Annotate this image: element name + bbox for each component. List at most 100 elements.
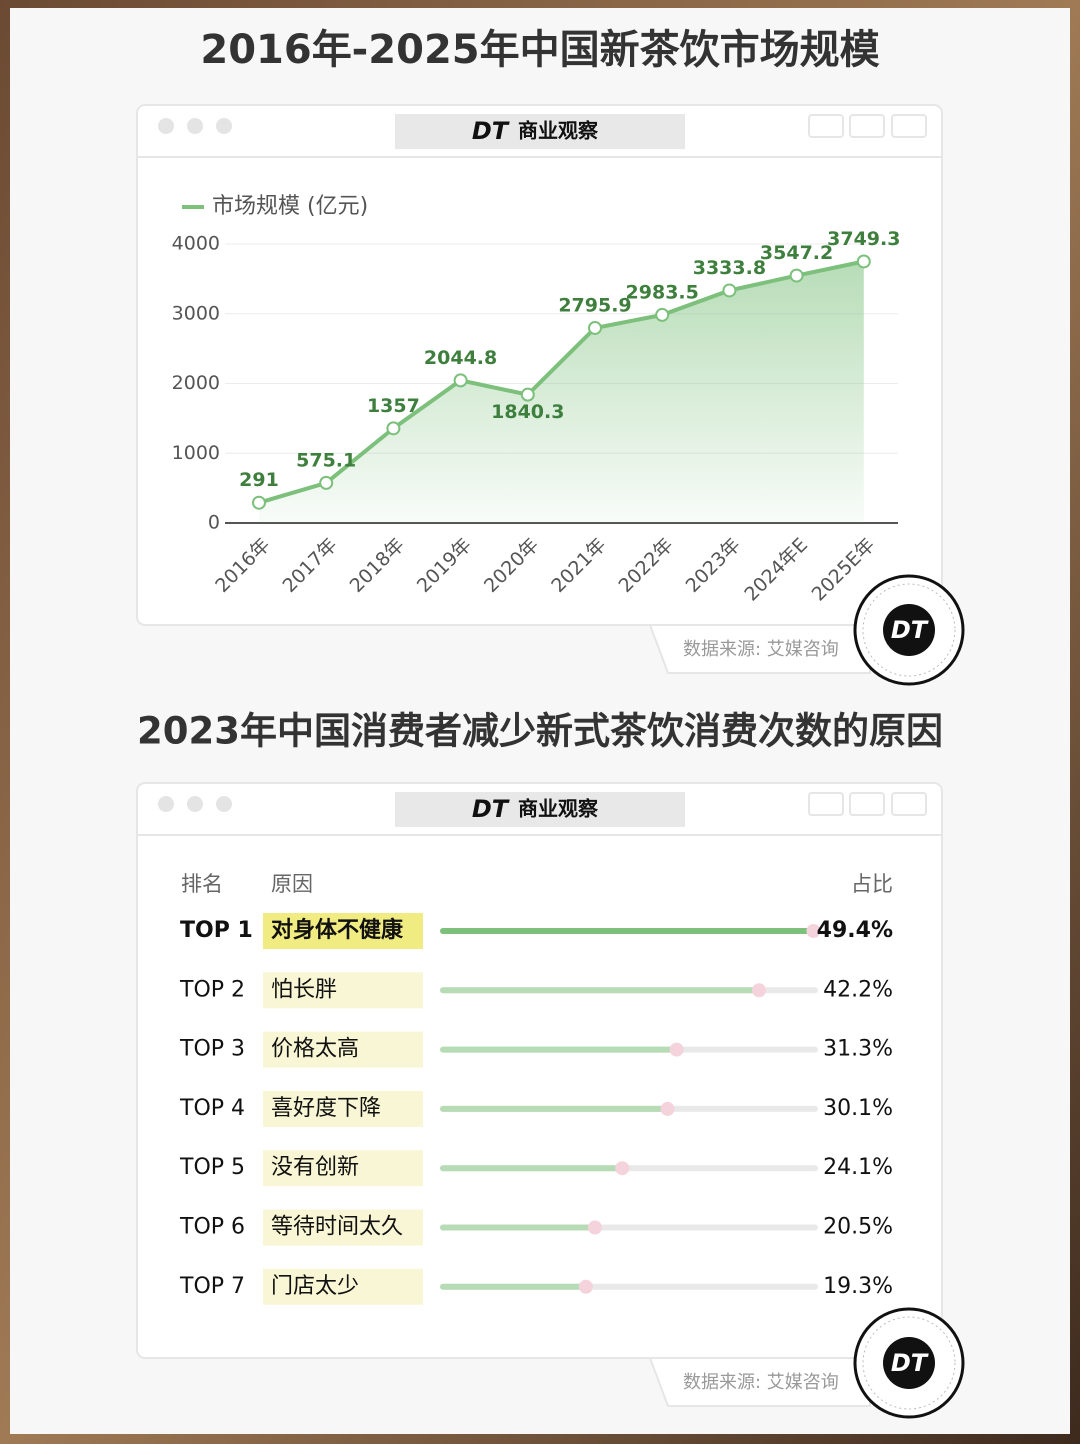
- badge-core: [883, 1337, 935, 1389]
- data-label: 2044.8: [424, 347, 497, 369]
- bar-end: [752, 983, 767, 998]
- window-icon: [808, 114, 844, 138]
- value-label: 31.3%: [823, 1037, 893, 1062]
- brand-name: 商业观察: [518, 797, 599, 821]
- reason: 没有创新: [271, 1155, 359, 1180]
- data-label: 2983.5: [626, 281, 699, 303]
- y-tick-label: 2000: [172, 372, 220, 394]
- rank: TOP 3: [179, 1037, 245, 1062]
- y-tick-label: 0: [208, 512, 220, 534]
- window-button: [216, 796, 232, 812]
- badge-ring: [862, 583, 956, 677]
- reason-box: [263, 1031, 423, 1068]
- data-label: 3749.3: [827, 228, 900, 250]
- badge-logo: DT: [891, 616, 929, 644]
- point: [453, 373, 468, 388]
- source-tab: [648, 624, 871, 674]
- rank: TOP 6: [179, 1215, 245, 1240]
- window-icon: [849, 114, 885, 138]
- bar-end: [660, 1101, 675, 1116]
- bar: [440, 1165, 623, 1172]
- reason-box: [263, 972, 423, 1009]
- brand-name: 商业观察: [518, 119, 599, 143]
- data-label: 3333.8: [693, 257, 766, 279]
- value-label: 42.2%: [823, 977, 893, 1002]
- bar: [440, 987, 760, 994]
- rank: TOP 1: [180, 918, 253, 943]
- data-label: 3547.2: [760, 242, 833, 264]
- y-tick-label: 3000: [172, 302, 220, 324]
- point: [722, 283, 737, 298]
- bar-end: [615, 1161, 630, 1176]
- panel: [136, 782, 943, 1359]
- bar-end: [806, 924, 821, 938]
- data-label: 2795.9: [558, 294, 631, 316]
- bar-end: [578, 1279, 593, 1294]
- bar: [440, 1283, 586, 1290]
- point: [789, 268, 804, 283]
- window-button: [187, 118, 203, 134]
- point: [856, 254, 871, 269]
- window-button: [158, 118, 174, 134]
- reason-box: [263, 1150, 423, 1187]
- bar: [440, 1046, 677, 1053]
- badge-ring: [862, 1316, 956, 1410]
- data-label: 1840.3: [491, 401, 564, 423]
- bar-end: [587, 1220, 602, 1235]
- chart-title: 2023年中国消费者减少新式茶饮消费次数的原因: [137, 710, 943, 753]
- data-label: 291: [239, 469, 279, 491]
- value-label: 30.1%: [823, 1096, 893, 1121]
- reason: 价格太高: [271, 1037, 359, 1062]
- data-label: 1357: [367, 395, 420, 417]
- source-tab: [648, 1357, 871, 1407]
- brand-bar: [395, 114, 685, 149]
- reason: 怕长胖: [271, 977, 337, 1002]
- rank: TOP 2: [179, 977, 245, 1002]
- window-icon: [849, 792, 885, 816]
- bar: [440, 928, 814, 934]
- point: [520, 387, 535, 402]
- value-label: 19.3%: [823, 1274, 893, 1299]
- column-header: 占比: [851, 872, 893, 896]
- reason-box: [263, 1268, 423, 1305]
- window-icon: [891, 792, 927, 816]
- chart-title: 2016年-2025年中国新茶饮市场规模: [200, 27, 879, 73]
- window-icon: [808, 792, 844, 816]
- y-tick-label: 1000: [172, 442, 220, 464]
- bar: [440, 1105, 668, 1112]
- value-label: 20.5%: [823, 1215, 893, 1240]
- reason-box: [263, 1209, 423, 1246]
- badge-logo: DT: [891, 1349, 929, 1377]
- line: [258, 259, 865, 505]
- window-button: [158, 796, 174, 812]
- reason: 门店太少: [271, 1274, 359, 1299]
- bar: [440, 1224, 595, 1231]
- source: 数据来源: 艾媒咨询: [683, 1372, 839, 1393]
- window-icon: [891, 114, 927, 138]
- point: [386, 421, 401, 436]
- column-header: 排名: [181, 872, 223, 896]
- reason-box: [263, 1090, 423, 1127]
- rank: TOP 7: [179, 1274, 245, 1299]
- reason-box: [263, 913, 423, 949]
- point: [588, 320, 602, 335]
- reason: 喜好度下降: [271, 1096, 381, 1121]
- badge-core: [883, 604, 935, 656]
- point: [655, 307, 670, 322]
- data-label: 575.1: [296, 449, 356, 471]
- legend-label: 市场规模 (亿元): [212, 194, 368, 219]
- brand-logo: DT: [472, 117, 510, 145]
- rank: TOP 4: [179, 1096, 245, 1121]
- reason: 等待时间太久: [271, 1215, 403, 1240]
- point: [319, 475, 334, 490]
- bar-end: [669, 1042, 684, 1057]
- brand-logo: DT: [472, 795, 510, 823]
- column-header: 原因: [271, 872, 313, 896]
- window-button: [187, 796, 203, 812]
- point: [252, 495, 266, 510]
- area: [259, 261, 864, 523]
- value-label: 24.1%: [823, 1155, 893, 1180]
- reason: 对身体不健康: [271, 917, 404, 943]
